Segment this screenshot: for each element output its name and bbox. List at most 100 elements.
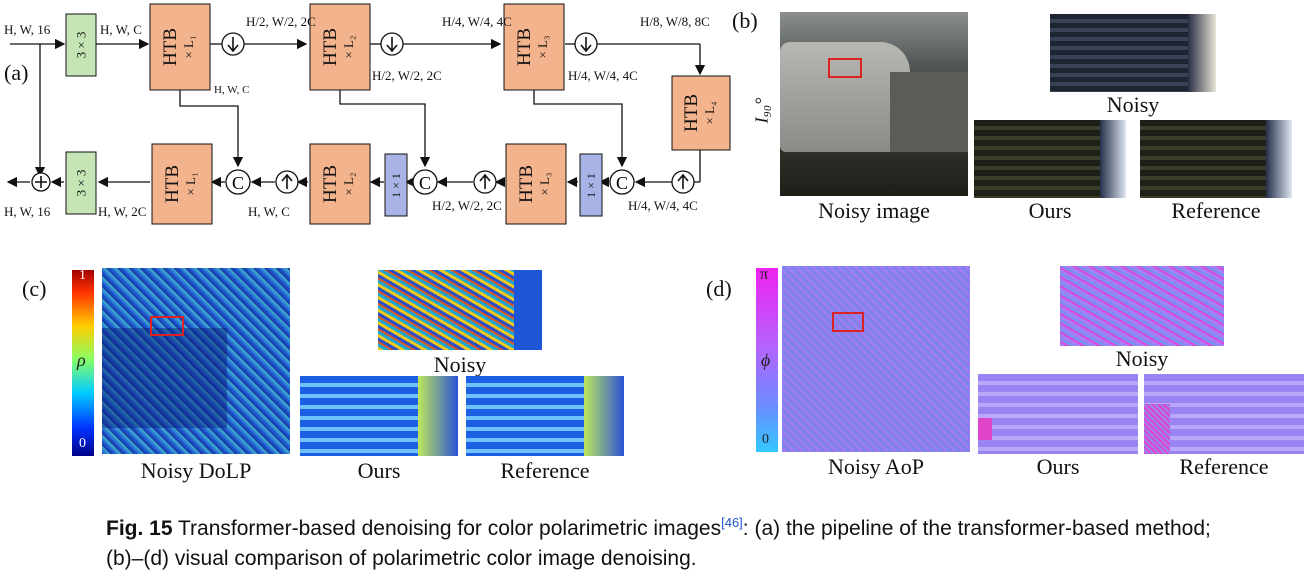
caption-text-before: Transformer-based denoising for color po… [178,517,722,540]
htb-repeat: × L₂ [341,35,356,59]
figure-caption: Fig. 15 Transformer-based denoising for … [106,508,1226,574]
noisy-dolp-image [102,268,290,454]
polarizer-angle-label: I₉₀° [751,97,772,123]
dim-output: H, W, 16 [4,204,51,219]
panel-b-label: (b) [732,8,758,33]
dim-skip3: H/4, W/4, 4C [568,68,638,83]
crop-artifact [978,418,992,440]
htb-enc1: HTB × L₁ [150,4,210,90]
crop-edge [584,376,624,456]
citation-ref[interactable]: [46] [721,515,743,530]
htb-repeat: × L₃ [537,172,552,196]
wall-shape [890,72,968,152]
input-conv-label: 3 × 3 [73,31,88,59]
noisy-crop-caption: Noisy [1106,92,1160,117]
htb-title: HTB [516,165,537,203]
car-shape [780,42,910,152]
htb-enc2: HTB × L₂ [310,4,370,90]
crop-highlight [1100,120,1126,198]
figure-label: Fig. 15 [106,517,173,540]
htb-title: HTB [681,94,702,132]
dim-down2: H/4, W/4, 4C [442,14,512,29]
reference-dolp-crop [466,376,624,456]
reference-crop-caption: Reference [1171,198,1261,223]
conv1-block-3: 1 × 1 [580,154,602,216]
htb-title: HTB [160,28,181,66]
panel-c-label: (c) [22,276,47,301]
dim-up2: H/2, W/2, 2C [432,198,502,213]
dolp-colorbar-max: 1 [79,268,86,283]
svg-text:C: C [419,173,431,193]
conv1-label-2: 1 × 1 [388,172,403,198]
aop-colorbar-min: 0 [762,432,769,447]
htb-title: HTB [320,165,341,203]
dim-input: H, W, 16 [4,22,51,37]
htb-enc3: HTB × L₃ [504,4,564,90]
reference-crop [1140,120,1292,198]
dim-up3: H/4, W/4, 4C [628,198,698,213]
ours-crop [974,120,1126,198]
crop-artifact [1144,404,1170,454]
dim-skip1: H, W, C [214,84,250,96]
svg-text:C: C [616,173,628,193]
noisy-image [780,12,968,196]
dim-skip2: H/2, W/2, 2C [372,68,442,83]
input-conv-block: 3 × 3 [66,14,96,76]
noisy-dolp-caption: Noisy DoLP [140,458,252,483]
reference-aop-crop [1144,374,1304,454]
noisy-aop-crop-caption: Noisy [1115,346,1169,371]
htb-repeat: × L₁ [181,35,196,59]
roi-box [828,58,862,78]
reference-aop-crop-caption: Reference [1179,454,1269,479]
ours-aop-crop-caption: Ours [1036,454,1080,479]
htb-dec2: HTB × L₂ [310,144,370,224]
crop-highlight [1188,14,1216,92]
aop-colorbar [756,268,778,452]
ours-crop-caption: Ours [1028,198,1072,223]
aop-colorbar-symbol: ϕ [761,350,771,370]
aop-colorbar-max: π [760,266,769,283]
htb-title: HTB [514,28,535,66]
htb-bottleneck: HTB × L₄ [672,76,730,150]
htb-dec1: HTB × L₁ [152,144,212,224]
htb-repeat: × L₂ [341,172,356,196]
conv1-label-3: 1 × 1 [583,172,598,198]
crop-highlight [1266,120,1292,198]
pipeline-diagram: C C C [6,3,731,225]
car-shadow [102,328,227,428]
dolp-colorbar-min: 0 [79,436,86,451]
svg-text:C: C [232,173,244,193]
roi-box [150,316,184,336]
noisy-aop-crop [1060,266,1224,346]
noisy-image-caption: Noisy image [818,198,930,223]
output-conv-label: 3 × 3 [73,169,88,197]
htb-repeat: × L₃ [535,35,550,59]
caption-text-after: : (a) the pipeline of the transformer-ba… [106,517,1211,570]
panel-d-label: (d) [706,276,732,301]
ours-dolp-crop-caption: Ours [357,458,401,483]
dim-dec-out: H, W, 2C [98,204,147,219]
noisy-dolp-crop [378,270,542,350]
dim-after-conv: H, W, C [100,22,142,37]
crop-edge [418,376,458,456]
htb-dec3: HTB × L₃ [506,144,566,224]
htb-repeat: × L₄ [702,101,717,125]
htb-repeat: × L₁ [183,172,198,196]
dim-up1: H, W, C [248,204,290,219]
ours-dolp-crop [300,376,458,456]
htb-title: HTB [320,28,341,66]
reference-dolp-crop-caption: Reference [500,458,590,483]
ours-aop-crop [978,374,1138,454]
noisy-aop-caption: Noisy AoP [828,454,924,479]
noisy-aop-image [782,266,970,452]
panel-a-label: (a) [4,60,29,85]
noisy-crop [1050,14,1216,92]
roi-box [832,312,864,332]
conv1-block-2: 1 × 1 [385,154,407,216]
dolp-colorbar-symbol: ρ [77,350,86,370]
crop-edge [514,270,542,350]
output-conv-block: 3 × 3 [66,152,96,214]
dim-down3: H/8, W/8, 8C [640,14,710,29]
dolp-colorbar [72,270,94,456]
noisy-dolp-crop-caption: Noisy [433,352,487,377]
